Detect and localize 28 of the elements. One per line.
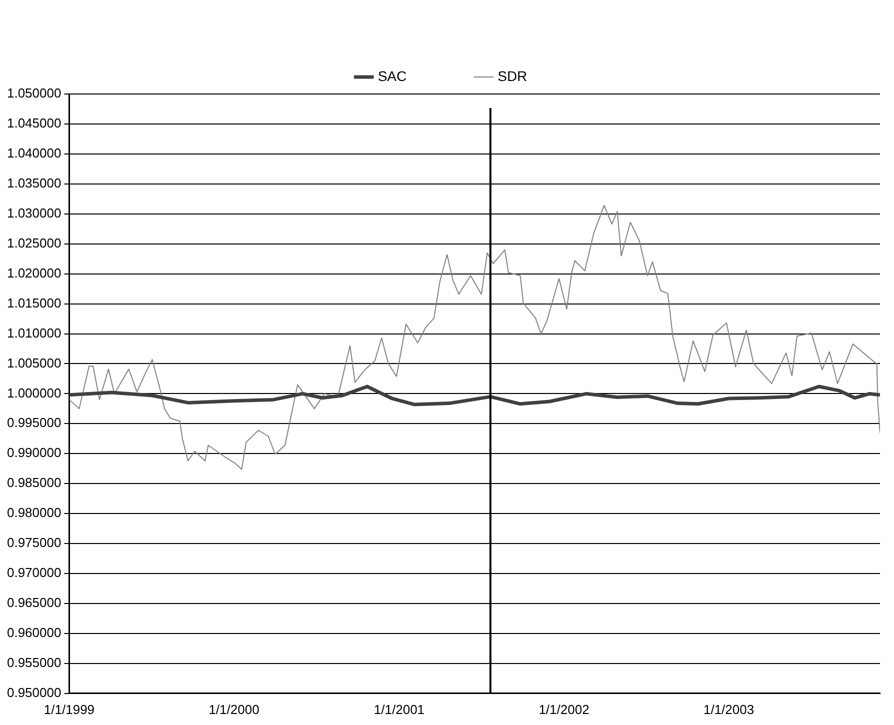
legend-label: SAC bbox=[378, 68, 407, 84]
y-tick-label: 1.040000 bbox=[6, 146, 62, 161]
y-tick-label: 1.000000 bbox=[6, 385, 62, 400]
y-tick-label: 0.960000 bbox=[6, 625, 62, 640]
y-tick-label: 1.045000 bbox=[6, 116, 62, 131]
legend-label: SDR bbox=[498, 68, 528, 84]
y-tick-label: 1.005000 bbox=[6, 355, 62, 370]
y-tick-label: 1.010000 bbox=[6, 325, 62, 340]
y-tick-label: 0.970000 bbox=[6, 565, 62, 580]
y-tick-label: 1.025000 bbox=[6, 235, 62, 250]
x-tick-label: 1/1/1999 bbox=[44, 702, 95, 717]
x-tick-label: 1/1/2000 bbox=[208, 702, 260, 717]
y-tick-label: 0.965000 bbox=[6, 595, 62, 610]
y-tick-label: 1.030000 bbox=[6, 205, 62, 220]
x-tick-label: 1/1/2003 bbox=[703, 702, 754, 717]
x-tick-label: 1/1/2002 bbox=[538, 702, 590, 717]
y-tick-label: 1.035000 bbox=[6, 175, 62, 190]
y-tick-label: 0.980000 bbox=[6, 505, 62, 520]
y-tick-label: 0.975000 bbox=[6, 535, 62, 550]
y-tick-label: 0.995000 bbox=[6, 415, 62, 430]
y-tick-label: 0.985000 bbox=[6, 475, 62, 490]
y-tick-label: 1.020000 bbox=[6, 265, 62, 280]
y-tick-label: 0.950000 bbox=[6, 684, 62, 700]
y-tick-label: 1.015000 bbox=[6, 295, 62, 310]
y-tick-label: 0.955000 bbox=[6, 655, 62, 670]
y-tick-label: 1.050000 bbox=[6, 86, 62, 101]
y-tick-label: 0.990000 bbox=[6, 445, 62, 460]
x-tick-label: 1/1/2001 bbox=[374, 702, 425, 717]
